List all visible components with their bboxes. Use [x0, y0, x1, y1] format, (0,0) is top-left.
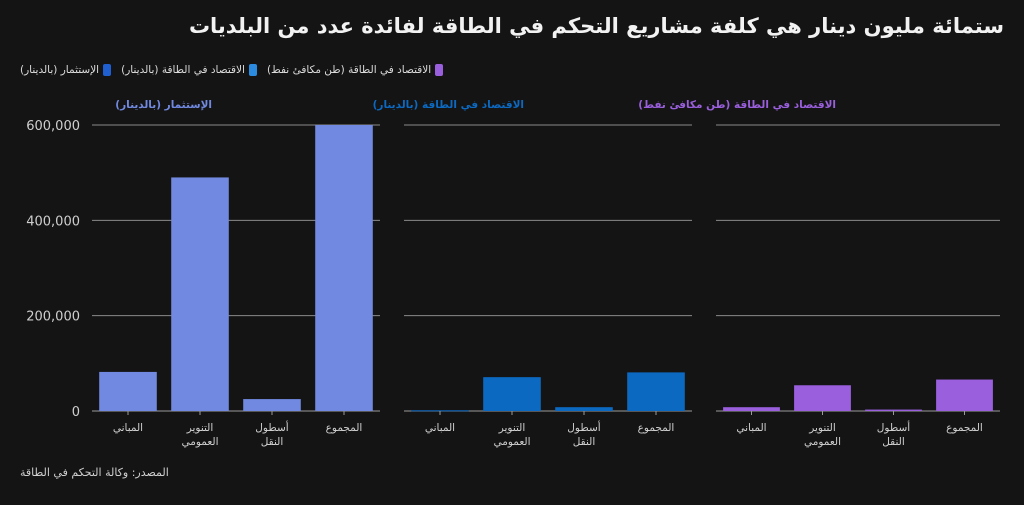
bar	[865, 409, 922, 411]
bar	[627, 372, 685, 411]
x-tick-label: التنوير	[498, 422, 526, 434]
x-tick-label: التنوير	[808, 422, 836, 434]
bar	[555, 407, 613, 411]
y-tick-label: 0	[72, 405, 80, 420]
y-tick-label: 400,000	[26, 214, 80, 229]
bar	[243, 399, 301, 411]
x-tick-label: النقل	[261, 436, 284, 448]
legend-item-investment: الإستثمار (بالدينار)	[20, 64, 112, 76]
bar	[794, 385, 851, 411]
bar	[936, 379, 993, 411]
bar	[171, 177, 229, 411]
bar	[99, 371, 157, 411]
x-tick-label: العمومي	[493, 436, 530, 448]
panel-title: الاقتصاد في الطاقة (بالدينار)	[373, 99, 524, 111]
chart-title: ستمائة مليون دينار هي كلفة مشاريع التحكم…	[188, 14, 1004, 38]
legend-item-savings-toe: الاقتصاد في الطاقة (طن مكافئ نفط)	[266, 64, 444, 76]
legend-swatch-savings-toe	[435, 64, 444, 76]
x-tick-label: النقل	[882, 436, 905, 448]
x-tick-label: العمومي	[181, 436, 218, 448]
bar	[483, 377, 541, 411]
x-tick-label: المباني	[425, 422, 455, 434]
x-tick-label: أسطول	[567, 420, 600, 434]
y-tick-label: 600,000	[26, 119, 80, 134]
x-tick-label: المجموع	[946, 422, 983, 434]
legend-label-savings-dinar: الاقتصاد في الطاقة (بالدينار)	[121, 64, 245, 76]
x-tick-label: أسطول	[255, 420, 288, 434]
x-tick-label: العمومي	[804, 436, 841, 448]
legend: الإستثمار (بالدينار) الاقتصاد في الطاقة …	[20, 64, 444, 76]
bar	[723, 407, 780, 411]
x-tick-label: المباني	[736, 422, 766, 434]
legend-item-savings-dinar: الاقتصاد في الطاقة (بالدينار)	[121, 64, 257, 76]
legend-label-savings-toe: الاقتصاد في الطاقة (طن مكافئ نفط)	[266, 64, 432, 76]
source-note: المصدر: وكالة التحكم في الطاقة	[20, 466, 169, 479]
legend-swatch-investment	[103, 64, 112, 76]
x-tick-label: المباني	[113, 422, 143, 434]
x-tick-label: المجموع	[638, 422, 675, 434]
x-tick-label: المجموع	[326, 422, 363, 434]
bar	[411, 410, 469, 412]
x-tick-label: التنوير	[186, 422, 214, 434]
legend-label-investment: الإستثمار (بالدينار)	[20, 64, 100, 76]
legend-swatch-savings-dinar	[248, 64, 257, 76]
bar	[315, 125, 373, 411]
x-tick-label: أسطول	[877, 420, 910, 434]
y-tick-label: 200,000	[26, 310, 80, 325]
x-tick-label: النقل	[573, 436, 596, 448]
panel-title: الإستثمار (بالدينار)	[115, 99, 212, 111]
panel-title: الاقتصاد في الطاقة (طن مكافئ نفط)	[638, 99, 836, 111]
